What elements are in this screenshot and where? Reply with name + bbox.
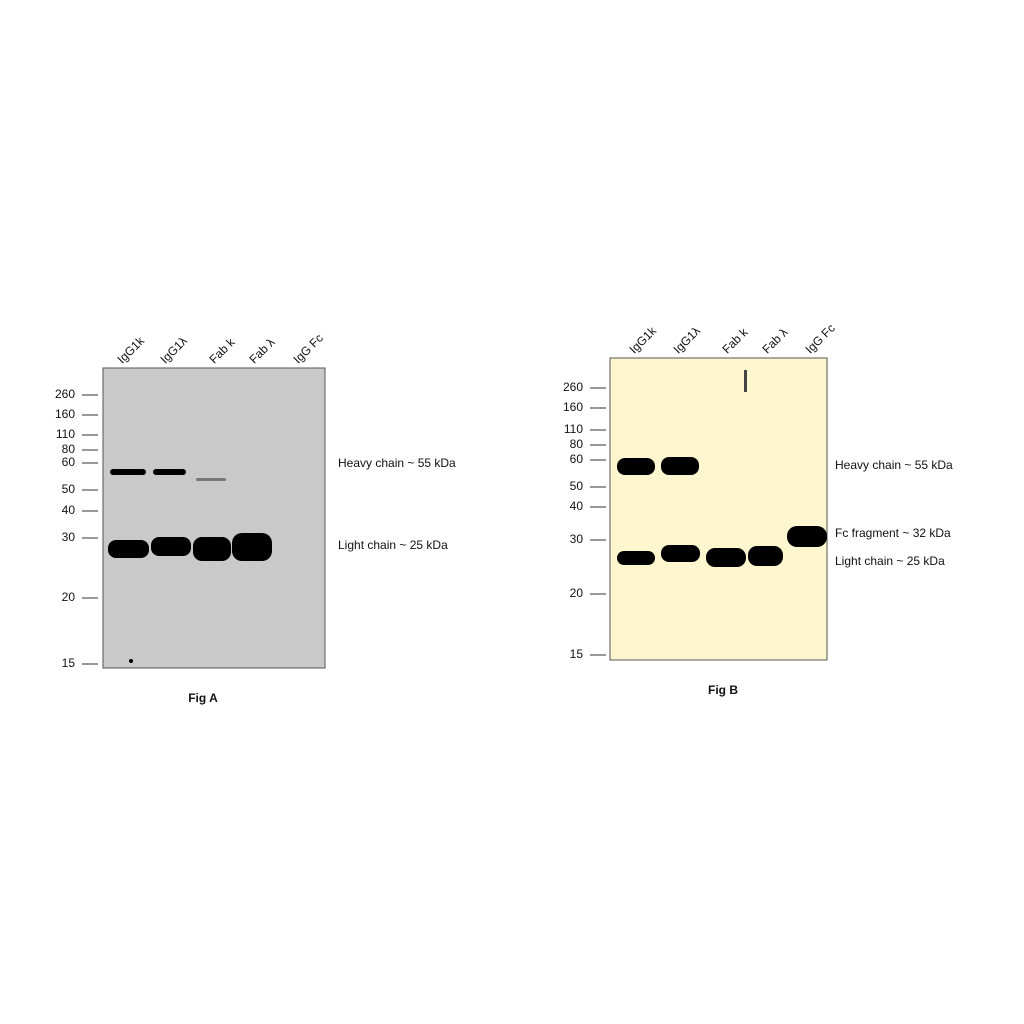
figure-caption: Fig A (188, 691, 218, 705)
marker-label: 160 (55, 407, 75, 421)
band-annotation: Light chain ~ 25 kDa (338, 538, 448, 552)
marker-label: 110 (56, 427, 75, 441)
bands-a (108, 469, 272, 663)
marker-label: 260 (55, 387, 75, 401)
band-annotation: Light chain ~ 25 kDa (835, 554, 945, 568)
band-annotation: Heavy chain ~ 55 kDa (835, 458, 953, 472)
marker-label: 110 (564, 422, 583, 436)
marker-label: 80 (62, 442, 76, 456)
marker-label: 60 (570, 452, 584, 466)
marker-label: 80 (570, 437, 584, 451)
blot-a (102, 367, 326, 669)
marker-label: 15 (570, 647, 584, 661)
marker-label: 60 (62, 455, 76, 469)
marker-label: 30 (570, 532, 584, 546)
bands-b (617, 370, 827, 567)
figure-caption: Fig B (708, 683, 738, 697)
band-annotation: Fc fragment ~ 32 kDa (835, 526, 951, 540)
marker-label: 20 (570, 586, 584, 600)
marker-label: 260 (563, 380, 583, 394)
marker-label: 30 (62, 530, 76, 544)
band-annotation: Heavy chain ~ 55 kDa (338, 456, 456, 470)
marker-label: 15 (62, 656, 76, 670)
blot-b (609, 357, 828, 661)
marker-label: 20 (62, 590, 76, 604)
marker-label: 40 (62, 503, 76, 517)
marker-label: 40 (570, 499, 584, 513)
marker-label: 160 (563, 400, 583, 414)
marker-label: 50 (570, 479, 584, 493)
marker-label: 50 (62, 482, 76, 496)
